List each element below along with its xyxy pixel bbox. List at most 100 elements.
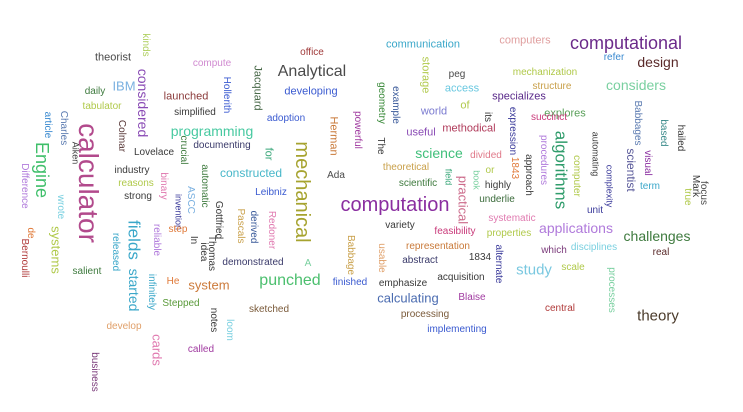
word: properties [486,228,532,239]
word: refer [603,52,625,63]
word: reasons [118,178,154,189]
word: example [390,86,401,124]
word: abstract [402,255,438,266]
word: launched [163,90,209,103]
word: divided [470,150,502,161]
word: simplified [174,107,216,118]
word: emphasize [378,278,428,289]
word: methodical [442,122,496,135]
word: computers [499,34,551,47]
word: computation [340,194,450,216]
word: visual [642,150,653,176]
word: practical [455,175,471,225]
word: feasibility [434,226,476,237]
word: scale [561,262,585,273]
word: design [637,54,679,70]
word: powerful [352,111,363,149]
word: calculating [377,290,439,306]
word: Babbages [632,100,643,146]
word: Bernoulli [19,238,30,278]
word: fields [124,220,144,260]
word: underlie [479,194,515,205]
word: Stepped [162,298,200,309]
word: binary [158,172,169,200]
word: processing [400,309,450,320]
word: applications [539,220,613,236]
word: finished [332,277,368,288]
word: communication [386,38,460,51]
word: Pascals [235,208,246,244]
word: released [110,232,121,272]
word: reliable [151,223,162,257]
word: scientist [624,148,638,192]
word: Gottfried [213,200,224,240]
word: salient [72,266,102,277]
word: derived [248,210,259,244]
word: computer [571,155,582,197]
word: crucial [178,135,189,165]
word: called [187,344,215,355]
word: its [482,112,493,122]
word: disciplines [570,242,618,253]
word: geometry [376,82,387,124]
word: ASCC [185,186,196,214]
word: documenting [193,140,251,151]
word: infinitely [146,273,157,311]
word: considers [606,77,666,93]
word: automatic [199,164,210,208]
word: variety [385,220,415,231]
word: succinct [530,112,568,123]
word: mechanical [291,141,313,243]
word: theory [637,307,679,325]
word: usable [376,243,387,273]
word: He [166,276,180,287]
word: industry [114,165,150,176]
word: demonstrated [222,257,284,268]
word: based [658,119,669,147]
word: considered [135,68,151,138]
word: In [188,235,199,245]
word: strong [124,191,152,202]
word: true [682,188,693,206]
word: A [304,258,312,269]
word: Aiken [70,141,81,165]
word: programming [170,123,254,139]
word: loom [224,319,235,341]
word: specializes [492,90,546,103]
word: Leibniz [255,187,287,198]
word: highly [484,180,512,191]
word: Engine [32,141,52,199]
word: algorithms [551,130,571,210]
word: central [544,303,576,314]
word: developing [284,85,338,98]
word: study [516,261,552,279]
word: systems [48,226,64,274]
word: punched [259,272,321,289]
word: cards [149,334,165,366]
word: Jacquard [251,65,264,111]
word: Charles [58,110,69,146]
word: storage [419,56,432,94]
word: Analytical [277,63,347,80]
word: 1843 [509,156,520,180]
word: computational [569,33,683,53]
word: office [300,47,324,58]
word: automating [590,131,601,177]
word: term [640,181,660,192]
word: constructed [219,166,283,180]
word: access [444,82,480,95]
word: representation [406,241,470,252]
word: for [262,147,275,161]
word: system [188,277,230,293]
word: 1834 [468,252,492,263]
word: theoretical [382,162,430,173]
word: hailed [675,124,686,152]
word: of [460,99,470,112]
word: tabulator [82,101,122,112]
word: Blaise [458,292,486,303]
word: processes [606,267,617,313]
word: develop [106,321,142,332]
word: acquisition [437,272,485,283]
word: Difference [19,163,30,209]
